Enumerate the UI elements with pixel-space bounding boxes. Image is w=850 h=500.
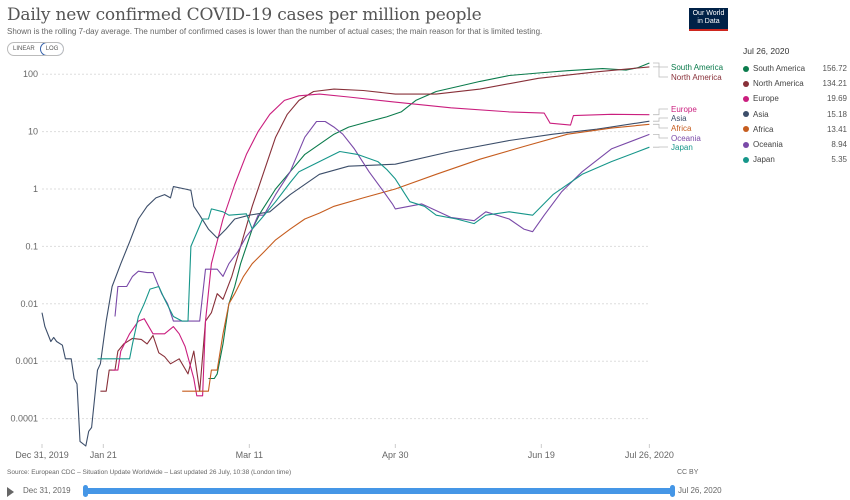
series-line-europe <box>112 93 650 397</box>
label-connector <box>653 123 668 129</box>
x-tick-label: Mar 11 <box>236 450 263 460</box>
y-tick-label: 0.001 <box>15 356 38 366</box>
legend-series-name: Asia <box>753 109 769 119</box>
series-end-label: Europe <box>671 105 697 114</box>
timeline-start-handle[interactable] <box>83 485 88 497</box>
legend-item[interactable]: Asia 15.18 <box>743 107 847 122</box>
series-end-label: Japan <box>671 143 693 152</box>
play-icon[interactable] <box>7 487 14 497</box>
series-line-africa <box>182 123 650 392</box>
legend-series-value: 19.69 <box>826 94 847 104</box>
legend-color-dot-icon <box>743 156 749 163</box>
legend-series-name: Japan <box>753 155 775 165</box>
series-end-label: South America <box>671 63 724 72</box>
line-chart: 100 10 1 0.1 0.01 0.001 0.0001 Dec 31, 2019 Jan … <box>10 62 724 460</box>
legend-series-name: Africa <box>753 124 774 134</box>
legend-color-dot-icon <box>743 111 749 118</box>
label-connector <box>653 134 668 139</box>
legend-series-value: 134.21 <box>822 79 847 89</box>
legend-color-dot-icon <box>743 65 749 72</box>
legend-color-dot-icon <box>743 141 749 148</box>
x-tick-label: Jan 21 <box>90 450 117 460</box>
y-tick-label: 0.0001 <box>10 414 38 424</box>
legend-series-value: 15.18 <box>826 109 847 119</box>
series-line-asia <box>41 120 650 447</box>
legend-series-name: Oceania <box>753 140 783 150</box>
legend-item[interactable]: South America 156.72 <box>743 61 847 76</box>
series-end-label: Africa <box>671 124 692 133</box>
legend-item[interactable]: North America 134.21 <box>743 76 847 91</box>
series-line-oceania <box>114 120 650 322</box>
scale-toggle: LINEAR LOG <box>7 42 65 56</box>
series-line-north-america <box>100 66 650 392</box>
series-end-label: Asia <box>671 114 687 123</box>
series-end-label: Oceania <box>671 134 701 143</box>
license-link[interactable]: CC BY <box>677 469 699 476</box>
timeline-slider-track[interactable] <box>83 485 675 497</box>
legend-color-dot-icon <box>743 80 749 87</box>
logo-line-2: in Data <box>697 18 720 25</box>
legend-item[interactable]: Oceania 8.94 <box>743 137 847 152</box>
timeline-start-label: Dec 31, 2019 <box>23 486 71 495</box>
x-tick-label: Apr 30 <box>382 450 409 460</box>
legend-item[interactable]: Africa 13.41 <box>743 122 847 137</box>
owid-logo[interactable]: Our World in Data <box>689 8 728 31</box>
legend: Jul 26, 2020 South America 156.72 North Am… <box>743 46 847 167</box>
label-connector <box>653 66 668 78</box>
legend-series-name: North America <box>753 79 804 89</box>
timeline-end-label: Jul 26, 2020 <box>678 486 722 495</box>
legend-series-value: 8.94 <box>831 140 847 150</box>
label-connector <box>653 117 668 122</box>
logo-line-1: Our World <box>692 10 725 17</box>
chart-subtitle: Shown is the rolling 7-day average. The … <box>7 27 543 36</box>
legend-date: Jul 26, 2020 <box>743 46 790 56</box>
legend-item[interactable]: Europe 19.69 <box>743 91 847 106</box>
label-connector <box>653 108 668 116</box>
chart-title: Daily new confirmed COVID-19 cases per m… <box>7 5 482 25</box>
timeline-end-handle[interactable] <box>670 485 675 497</box>
legend-series-name: South America <box>753 64 806 74</box>
x-tick-label: Jul 26, 2020 <box>625 450 674 460</box>
y-tick-label: 0.1 <box>25 241 38 251</box>
series-end-label: North America <box>671 73 722 82</box>
log-scale-button[interactable]: LOG <box>39 43 64 55</box>
legend-series-value: 5.35 <box>831 155 847 165</box>
source-note[interactable]: Source: European CDC – Situation Update … <box>7 469 292 476</box>
x-tick-label: Jun 19 <box>528 450 555 460</box>
legend-series-value: 13.41 <box>826 124 847 134</box>
legend-color-dot-icon <box>743 95 749 102</box>
timeline: Dec 31, 2019 Jul 26, 2020 <box>7 485 727 497</box>
legend-series-name: Europe <box>753 94 779 104</box>
y-tick-label: 100 <box>23 69 38 79</box>
legend-item[interactable]: Japan 5.35 <box>743 152 847 167</box>
linear-scale-button[interactable]: LINEAR <box>13 46 35 52</box>
series-line-south-america <box>208 62 650 380</box>
legend-series-value: 156.72 <box>822 64 847 74</box>
y-tick-label: 10 <box>28 127 38 137</box>
x-tick-label: Dec 31, 2019 <box>15 450 69 460</box>
label-connector <box>653 62 668 68</box>
y-tick-label: 1 <box>33 184 38 194</box>
series-line-japan <box>97 146 650 360</box>
y-tick-label: 0.01 <box>20 299 38 309</box>
legend-color-dot-icon <box>743 126 749 133</box>
